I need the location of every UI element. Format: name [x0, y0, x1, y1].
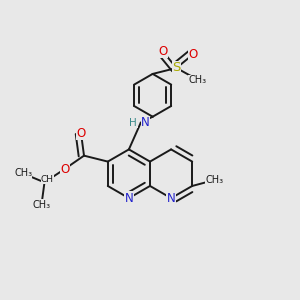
- Text: CH: CH: [41, 175, 54, 184]
- Text: N: N: [124, 192, 133, 205]
- Text: S: S: [172, 61, 181, 74]
- Text: CH₃: CH₃: [189, 75, 207, 85]
- Text: O: O: [60, 163, 69, 176]
- Text: H: H: [130, 118, 137, 128]
- Text: N: N: [141, 116, 150, 129]
- Text: O: O: [76, 127, 86, 140]
- Text: O: O: [158, 45, 168, 58]
- Text: CH₃: CH₃: [14, 169, 32, 178]
- Text: N: N: [167, 192, 176, 205]
- Text: O: O: [188, 48, 197, 61]
- Text: CH₃: CH₃: [32, 200, 51, 210]
- Text: CH₃: CH₃: [206, 175, 224, 185]
